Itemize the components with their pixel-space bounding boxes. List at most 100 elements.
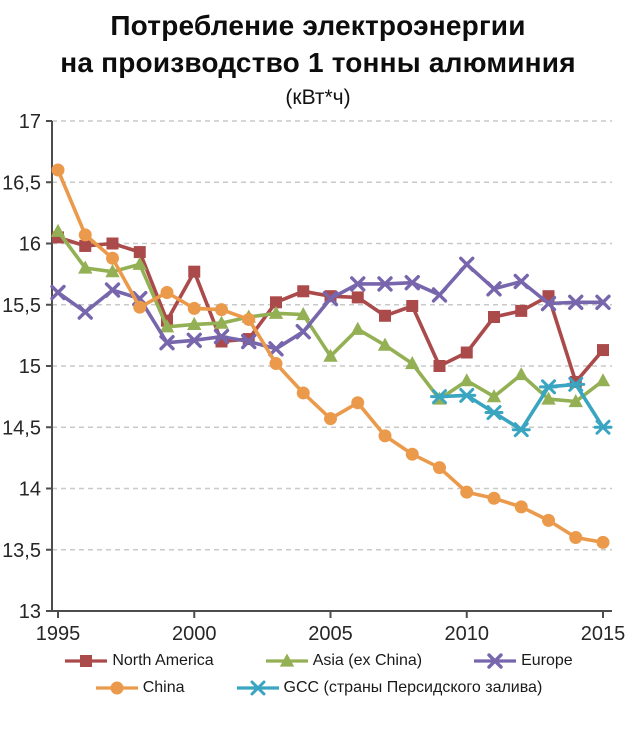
data-point-square: [297, 285, 310, 298]
data-point-asterisk: [593, 419, 613, 435]
data-point-triangle: [459, 373, 474, 387]
y-tick-label: 14: [19, 479, 41, 501]
data-point-x: [568, 294, 584, 310]
data-point-circle: [215, 303, 228, 317]
y-tick-label: 17: [19, 111, 41, 133]
data-point-triangle: [268, 305, 284, 319]
data-point-x: [487, 653, 503, 669]
data-point-square: [270, 296, 282, 309]
series-gcc: [430, 376, 613, 438]
data-point-circle: [460, 485, 474, 499]
legend-item-north-america: North America: [63, 652, 214, 670]
data-point-circle: [242, 312, 256, 326]
data-point-square: [379, 309, 391, 322]
y-tick-label: 13: [19, 601, 41, 623]
data-point-triangle: [78, 260, 93, 274]
data-point-square: [406, 299, 419, 312]
data-point-square: [351, 291, 364, 304]
data-point-asterisk: [484, 405, 504, 421]
data-point-triangle: [595, 373, 611, 387]
data-point-triangle: [214, 315, 229, 329]
data-point-circle: [78, 228, 92, 242]
data-point-circle: [514, 500, 528, 514]
data-point-x: [431, 287, 448, 303]
legend-row: China GCC (страны Персидского залива): [0, 679, 636, 697]
legend-item-gcc: GCC (страны Персидского залива): [235, 679, 542, 697]
data-point-square: [433, 360, 446, 372]
data-point-x: [404, 275, 420, 291]
data-point-x: [513, 273, 529, 290]
data-point-triangle: [323, 348, 338, 362]
legend-row: North America Asia (ex China) Europe: [0, 652, 636, 670]
legend-x-icon: [474, 653, 517, 669]
x-tick-label: 2015: [581, 623, 626, 645]
data-point-x: [322, 290, 339, 307]
data-point-asterisk: [457, 387, 477, 403]
data-point-square: [488, 311, 500, 323]
data-point-x: [595, 294, 611, 310]
data-point-circle: [569, 531, 583, 544]
data-point-triangle: [187, 316, 202, 330]
data-point-asterisk: [539, 379, 558, 395]
series-europe: [50, 256, 611, 357]
data-point-circle: [110, 681, 124, 695]
legend-asterisk-icon: [236, 680, 279, 696]
data-point-circle: [160, 286, 174, 299]
data-point-triangle: [486, 389, 502, 403]
chart-subtitle: (кВт*ч): [285, 86, 351, 109]
data-point-x: [486, 281, 502, 297]
data-point-square: [106, 237, 119, 250]
legend-circle-icon: [95, 681, 138, 695]
legend-triangle-icon: [265, 653, 308, 667]
data-point-asterisk: [566, 376, 586, 392]
data-point-triangle: [279, 653, 294, 667]
data-point-circle: [487, 491, 501, 505]
data-point-square: [324, 290, 337, 303]
data-point-triangle: [514, 367, 529, 381]
data-point-square: [597, 344, 609, 357]
legend-item-europe: Europe: [472, 652, 573, 670]
data-point-x: [268, 341, 284, 357]
data-point-square: [515, 304, 528, 317]
data-point-circle: [133, 300, 147, 314]
data-point-circle: [269, 357, 283, 371]
legend-item-asia-ex-china: Asia (ex China): [264, 652, 422, 670]
y-tick-label: 14,5: [2, 417, 41, 439]
data-point-triangle: [50, 223, 66, 237]
legend-label: Europe: [521, 652, 573, 669]
data-point-triangle: [350, 321, 365, 335]
data-point-square: [79, 239, 92, 252]
x-tick-label: 2000: [172, 623, 217, 645]
data-point-x: [186, 332, 202, 348]
legend-label: China: [142, 679, 185, 696]
data-point-x: [50, 284, 66, 301]
data-point-x: [540, 295, 557, 312]
legend-label: North America: [112, 652, 214, 669]
data-point-x: [104, 282, 121, 298]
data-point-triangle: [132, 256, 147, 270]
data-point-circle: [351, 396, 365, 410]
data-point-square: [460, 346, 473, 359]
y-tick-label: 16,5: [2, 172, 41, 194]
data-point-circle: [378, 429, 392, 443]
data-point-x: [213, 328, 230, 345]
data-point-x: [159, 335, 175, 351]
data-point-circle: [596, 535, 610, 549]
data-point-circle: [433, 461, 446, 475]
data-point-triangle: [568, 394, 583, 408]
data-point-x: [350, 276, 366, 292]
data-point-circle: [405, 447, 419, 461]
legend-square-icon: [65, 655, 108, 667]
data-point-circle: [296, 386, 310, 400]
data-point-x: [459, 256, 475, 273]
data-point-square: [188, 265, 201, 278]
legend: North America Asia (ex China) Europe China G…: [0, 652, 636, 706]
data-point-asterisk: [511, 422, 531, 438]
data-point-asterisk: [248, 680, 268, 696]
data-point-circle: [542, 513, 555, 527]
legend-item-china: China: [94, 679, 185, 697]
data-point-circle: [187, 301, 201, 315]
data-point-square: [80, 655, 93, 667]
